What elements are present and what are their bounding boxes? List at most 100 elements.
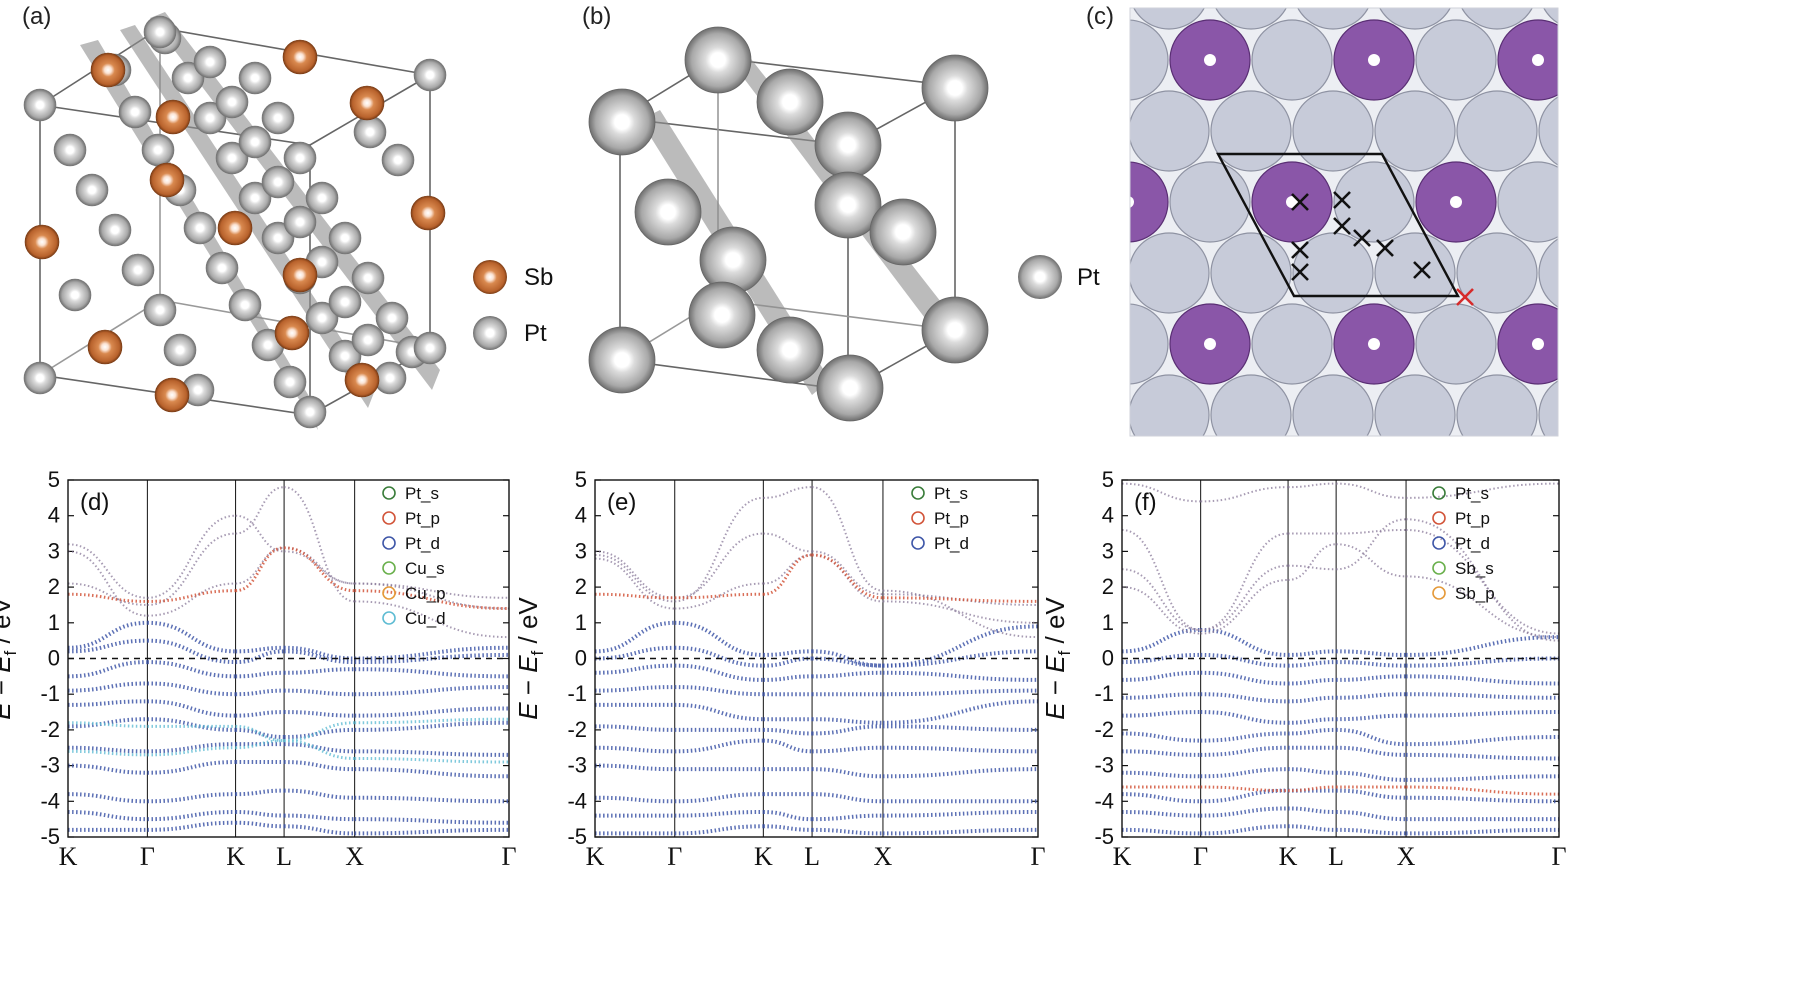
band-line [594,685,675,693]
legend-entry: Pt_p [1432,509,1490,528]
legend-label: Pt_d [1455,534,1490,553]
band-line [354,749,510,757]
pt-atom [305,301,339,335]
legend-entry: Sb_p [1432,584,1495,603]
band-line [812,649,883,668]
band-line [1406,827,1560,836]
y-tick-label: -5 [1094,824,1114,849]
band-line [1200,710,1289,725]
sb-atom [87,329,123,365]
pt-atom [53,133,87,167]
sb-atom [155,99,191,135]
pt-atom [634,178,702,246]
band-line [67,810,148,822]
surface-atom [1497,161,1558,243]
band-line [1200,767,1289,779]
band-line [674,663,764,682]
pt-atom [413,58,447,92]
dopant-atom [1497,19,1558,101]
surface-atom [1133,8,1205,30]
plot-frame [594,479,1039,838]
pt-atom [588,326,656,394]
legend-label: Pt_p [1455,509,1490,528]
pt-atom [183,211,217,245]
surface-atom [1662,162,1742,242]
plot-frame [67,479,510,838]
surface-atom [1543,8,1558,24]
band-line [67,745,148,754]
panel-b-pt-structure: (b) Pt [582,3,1100,422]
band-line [594,745,675,754]
sb-atom [349,85,385,121]
pt-atom [869,198,937,266]
pt-atom [756,68,824,136]
band-line [1121,710,1201,718]
legend-entry: Pt_s [1432,484,1489,503]
band-line [147,638,236,665]
pt-atom [351,261,385,295]
kpoint-label: Γ [140,842,155,871]
kpoint-label: Γ [501,842,516,871]
band-line [1200,532,1289,631]
band-line [354,645,510,661]
band-line [1406,692,1560,700]
band-line [1288,727,1337,736]
band-line [812,553,884,600]
band-line [1121,568,1201,631]
band-line [674,620,764,657]
surface-atom [1662,304,1742,384]
band-line [147,760,236,775]
sb-legend-label: Sb [524,264,553,291]
band-line [674,532,764,599]
sb-atom [344,362,380,398]
band-line [354,817,510,825]
pt-atom [293,395,327,429]
adsorption-site-markers [1291,191,1474,306]
band-line [284,813,355,822]
kpoint-label: X [874,842,893,871]
band-line [1200,731,1289,743]
band-line [354,717,510,725]
y-tick-label: -2 [1094,717,1114,742]
band-line [1336,692,1407,700]
band-line [812,670,883,679]
band-line [354,720,510,732]
y-tick-label: -4 [567,788,587,813]
pt-atom [375,301,409,335]
sb-legend-swatch [473,260,507,294]
legend-entry: Cu_p [382,584,446,603]
band-line [1288,767,1337,775]
band-line [1336,827,1407,836]
atoms [588,26,989,422]
band-line [882,624,1039,668]
site-marker [1413,261,1431,279]
legend-label: Pt_s [405,484,439,503]
surface-atom [1169,161,1251,243]
surface-atoms [1047,8,1783,597]
band-line [235,670,285,679]
band-line [235,486,285,535]
surface-atom [1703,517,1783,597]
surface-atom [1621,91,1701,171]
surface-atom [1621,517,1701,597]
surface-atom [1538,380,1558,436]
band-line [1406,752,1560,761]
legend-entry: Pt_d [1432,534,1490,553]
y-tick-label: 2 [1102,574,1114,599]
band-line [674,645,764,668]
band-line [1336,770,1407,782]
surface-atom [1461,8,1533,30]
legend-marker [911,536,925,550]
y-tick-label: 3 [48,538,60,563]
pt-atom [193,45,227,79]
surface-atom [1210,90,1292,172]
band-line [284,550,355,585]
legend-marker [1432,536,1446,550]
y-tick-label: -2 [567,717,587,742]
pt-atom [921,54,989,122]
y-tick-label: -5 [40,824,60,849]
surface-atom [1047,375,1127,455]
band-line [1336,713,1407,722]
band-line [284,721,355,743]
